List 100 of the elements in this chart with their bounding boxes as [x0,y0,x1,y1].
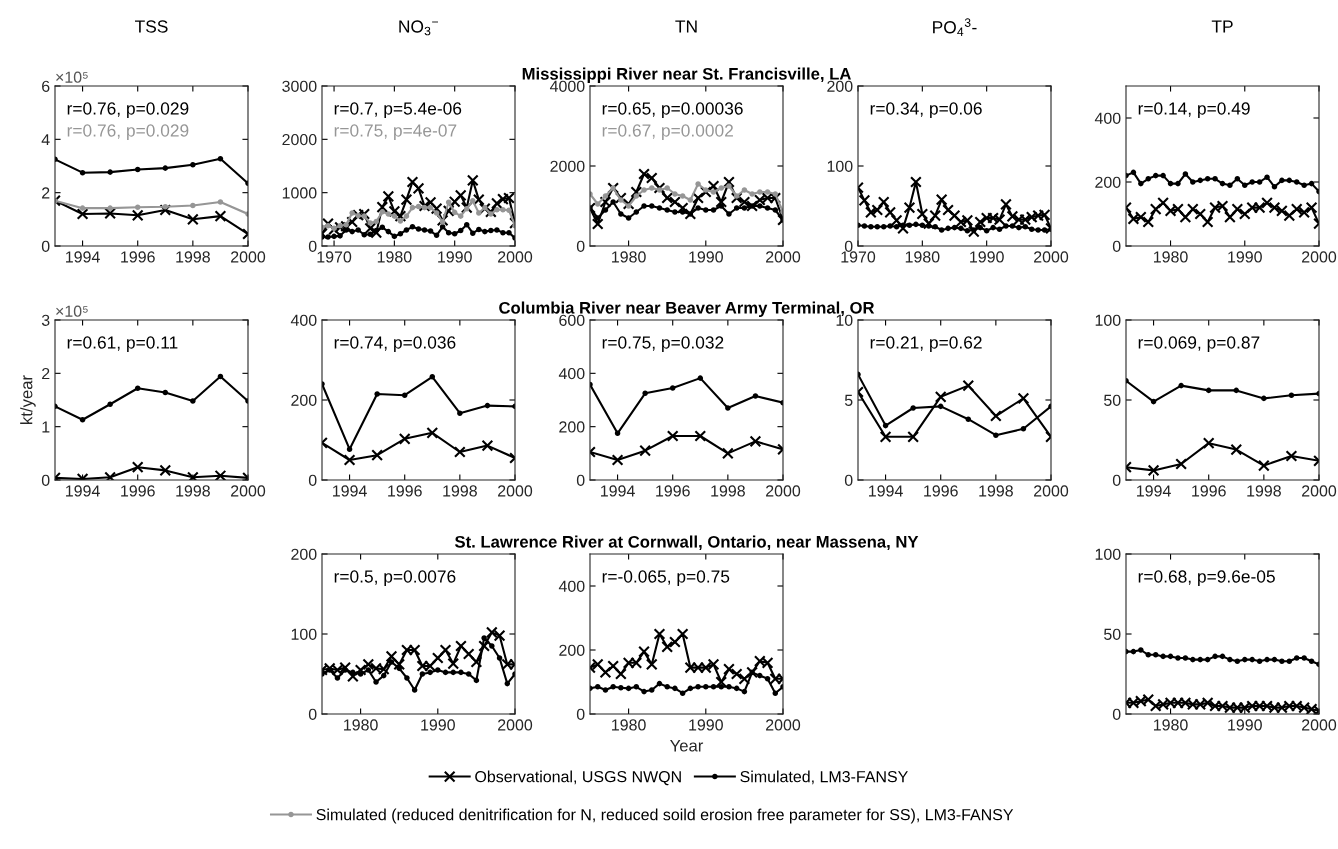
y-tick-label: 0 [576,474,585,486]
y-tick-label: 3 [41,314,50,326]
y-tick-label: 200 [291,394,317,406]
y-tick-label: 0 [1112,474,1121,486]
x-tick-label: 1996 [121,485,155,497]
annotation: r=0.7, p=5.4e-06 [334,102,462,119]
x-tick-label: 1994 [1137,485,1171,497]
x-tick-label: 1998 [176,251,210,263]
annotation: r=0.74, p=0.036 [334,336,456,353]
annotation: r=0.61, p=0.11 [67,336,178,353]
x-tick-label: 1980 [344,719,378,731]
x-tick-label: 1994 [66,485,100,497]
x-tick-label: 1980 [1153,719,1188,731]
y-tick-label: 0 [308,708,317,720]
x-tick-label: 1998 [176,485,210,497]
text: ×10⁵ [56,71,88,83]
x-tick-label: 1996 [1192,485,1226,497]
x-tick-label: 1994 [601,485,635,497]
x-tick-label: 2000 [498,251,533,263]
x-tick-label: 1996 [656,485,690,497]
annotation: r=0.34, p=0.06 [870,102,982,119]
y-tick-label: 400 [290,314,317,326]
x-tick-label: 1994 [869,485,903,497]
x-tick-label: 2000 [766,719,801,731]
annotation: r=0.75, p=0.032 [602,336,724,353]
annotation: r=0.67, p=0.0002 [602,124,733,141]
x-tick-label: 2000 [231,485,266,497]
x-tick-label: 1996 [388,485,422,497]
y-tick-label: 1 [42,421,50,433]
chart-title: NO$_{3}$$^{−}$ [399,20,439,36]
x-tick-label: 1990 [689,719,723,731]
y-tick-label: 0 [308,240,317,252]
x-tick-label: 1996 [121,251,155,263]
y-tick-label: 400 [558,580,585,592]
y-tick-label: 0 [576,240,585,252]
x-tick-label: 1998 [979,485,1013,497]
y-tick-label: 50 [1104,394,1121,406]
x-tick-label: 2000 [766,251,801,263]
x-tick-label: 1990 [970,251,1004,263]
x-tick-label: 2000 [766,485,801,497]
y-tick-label: 100 [1095,314,1121,326]
y-tick-label: 200 [1095,176,1121,188]
annotation: r=0.75, p=4e-07 [334,124,457,141]
x-tick-label: 2000 [1302,719,1337,731]
x-tick-label: 1990 [689,251,723,263]
y-tick-label: 0 [41,240,50,252]
y-tick-label: 0 [41,474,50,486]
x-tick-label: 1990 [421,719,455,731]
annotation: r=-0.065, p=0.75 [602,570,730,587]
x-tick-label: 1980 [377,251,412,263]
y-tick-label: 1000 [282,187,317,199]
x-tick-label: 1980 [612,719,646,731]
x-tick-label: 1998 [1247,485,1281,497]
y-tick-label: 2 [42,187,50,199]
y-tick-label: 0 [844,474,853,486]
x-tick-label: 2000 [1302,485,1337,497]
y-tick-label: 2000 [550,160,585,172]
x-tick-label: 2000 [498,485,533,497]
x-tick-label: 1998 [711,485,745,497]
y-tick-label: 200 [827,80,853,92]
x-tick-label: 1994 [66,251,100,263]
y-tick-label: 4 [41,134,50,146]
x-tick-label: 1994 [333,485,367,497]
y-tick-label: 400 [1094,112,1121,124]
y-tick-label: 200 [559,644,585,656]
annotation: r=0.65, p=0.00036 [602,102,743,119]
x-tick-label: 1980 [905,251,940,263]
x-tick-label: 1996 [924,485,958,497]
y-tick-label: 100 [827,160,853,172]
x-tick-label: 2000 [498,719,533,731]
x-tick-label: 1970 [841,251,876,263]
y-tick-label: 6 [42,80,50,92]
chart-title: TSS [135,20,168,33]
y-tick-label: 400 [558,367,585,380]
y-tick-label: 3000 [282,80,317,92]
y-tick-label: 0 [1112,240,1121,252]
chart-title: TP [1211,20,1233,33]
annotation: r=0.21, p=0.62 [870,336,982,353]
y-tick-label: 100 [291,628,317,640]
y-tick-label: 0 [576,708,585,720]
annotation: r=0.76, p=0.029 [67,102,189,119]
annotation: r=0.76, p=0.029 [67,124,189,141]
y-axis-title: kt/year [20,375,36,424]
y-tick-label: 600 [559,314,585,326]
y-tick-label: 5 [844,394,853,406]
y-tick-label: 2 [42,367,50,380]
chart-subtitle: St. Lawrence River at Cornwall, Ontario, near Massena, NY [454,535,919,551]
y-tick-label: 2000 [282,133,317,146]
y-tick-label: 200 [291,548,317,560]
chart-title: TN [675,20,697,33]
x-tick-label: 1970 [317,251,352,263]
annotation: r=0.68, p=9.6e-05 [1138,570,1275,587]
x-tick-label: 2000 [1302,251,1337,263]
x-tick-label: 1980 [612,251,646,263]
y-tick-label: 0 [308,474,317,486]
y-tick-label: 0 [1112,708,1121,720]
y-tick-label: 0 [844,240,853,252]
annotation: r=0.14, p=0.49 [1138,102,1250,119]
x-axis-title: Year [670,739,704,752]
text: ×10⁵ [56,305,88,317]
